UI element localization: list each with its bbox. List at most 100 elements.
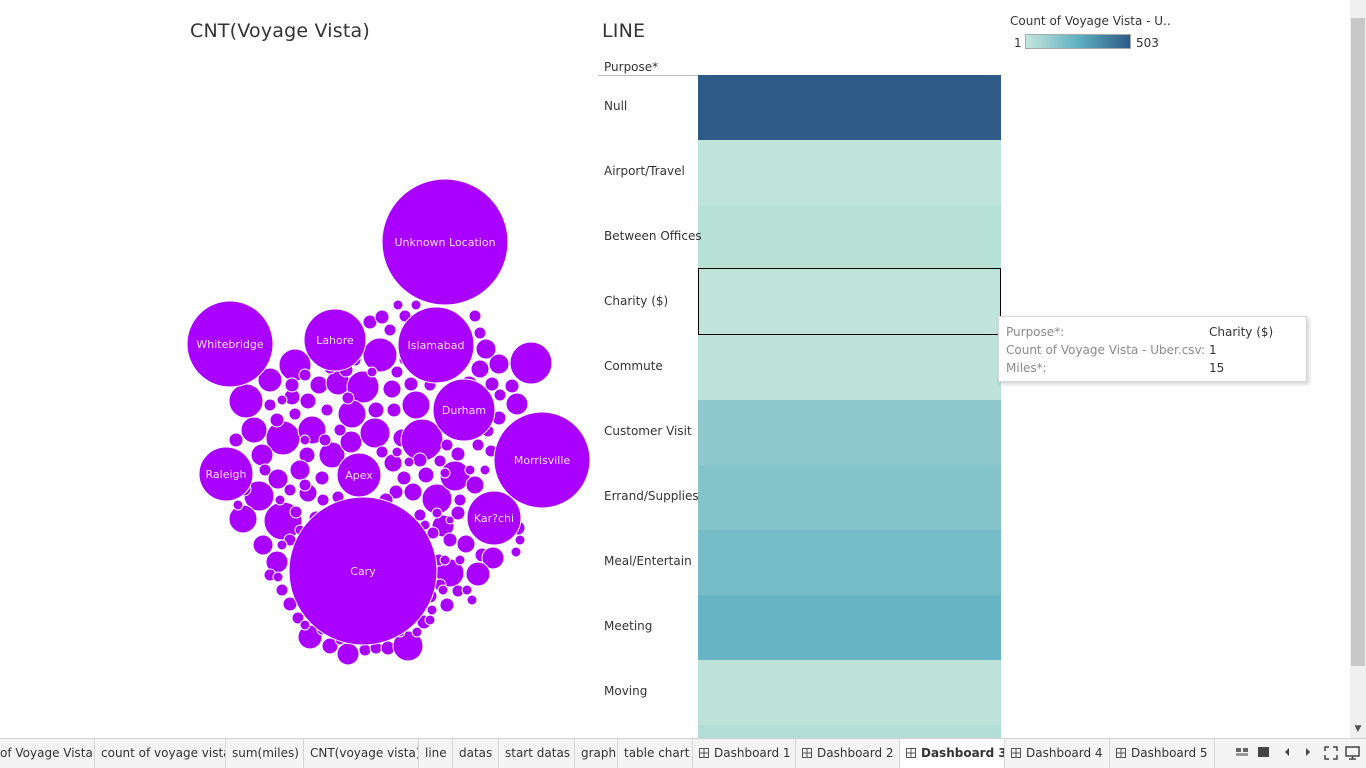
- heatmap-cell[interactable]: [698, 595, 1001, 660]
- bubble[interactable]: [439, 554, 451, 566]
- bubble[interactable]: [263, 398, 277, 412]
- bubble[interactable]: [488, 353, 510, 375]
- bubble[interactable]: [316, 493, 330, 507]
- bubble[interactable]: [367, 401, 385, 419]
- bubble[interactable]: [403, 456, 415, 468]
- bubble[interactable]: [339, 430, 363, 454]
- sheet-tab[interactable]: Dashboard 2: [796, 739, 900, 768]
- heatmap-row-label[interactable]: Customer Visit: [604, 423, 692, 438]
- sheet-tab[interactable]: of Voyage Vista: [0, 739, 95, 768]
- bubble[interactable]: [346, 370, 380, 404]
- bubble[interactable]: [289, 459, 311, 481]
- bubble[interactable]: [475, 338, 497, 360]
- bubble[interactable]: [392, 630, 424, 662]
- bubble[interactable]: [413, 508, 427, 522]
- bubble[interactable]: [473, 326, 487, 340]
- bubble[interactable]: [468, 309, 482, 323]
- bubble[interactable]: [461, 584, 473, 596]
- bubble[interactable]: [283, 483, 297, 497]
- purpose-column-header[interactable]: Purpose*: [604, 60, 659, 74]
- bubble[interactable]: [442, 532, 458, 548]
- fullscreen-icon[interactable]: [1324, 746, 1338, 763]
- sheet-tab[interactable]: datas: [453, 739, 499, 768]
- bubble[interactable]: [424, 614, 436, 626]
- bubble-unknown-location[interactable]: [381, 178, 509, 306]
- bubble[interactable]: [403, 482, 423, 502]
- bubble[interactable]: [437, 584, 449, 596]
- bubble[interactable]: [464, 464, 476, 476]
- bubble[interactable]: [450, 505, 466, 521]
- sheet-tab[interactable]: start datas: [499, 739, 575, 768]
- bubble[interactable]: [390, 365, 404, 379]
- bubble[interactable]: [392, 299, 404, 311]
- bubble[interactable]: [403, 376, 419, 392]
- bubble[interactable]: [341, 391, 355, 405]
- show-sheet-sorter-icon[interactable]: [1236, 746, 1249, 761]
- heatmap-cell[interactable]: [698, 335, 1001, 400]
- bubble[interactable]: [291, 611, 305, 625]
- show-filmstrip-icon[interactable]: [1258, 746, 1270, 761]
- bubble[interactable]: [505, 392, 529, 416]
- bubble[interactable]: [450, 446, 466, 462]
- bubble[interactable]: [456, 534, 476, 554]
- bubble[interactable]: [318, 433, 332, 447]
- heatmap-cell[interactable]: [698, 205, 1001, 270]
- heatmap-row-label[interactable]: Charity ($): [604, 293, 669, 308]
- bubble-durham[interactable]: [432, 378, 496, 442]
- bubble[interactable]: [374, 309, 390, 325]
- bubble[interactable]: [484, 376, 500, 392]
- sheet-tab[interactable]: table chart: [618, 739, 693, 768]
- bubble[interactable]: [375, 445, 389, 459]
- bubble[interactable]: [412, 452, 428, 468]
- bubble[interactable]: [232, 499, 244, 511]
- bubble[interactable]: [257, 367, 283, 393]
- heatmap-row-label[interactable]: Between Offices: [604, 228, 702, 243]
- color-legend-title[interactable]: Count of Voyage Vista - U..: [1010, 14, 1171, 28]
- bubble[interactable]: [276, 539, 288, 551]
- bubble[interactable]: [466, 594, 478, 606]
- bubble[interactable]: [417, 466, 435, 484]
- bubble[interactable]: [470, 359, 490, 379]
- heatmap-cell[interactable]: [698, 140, 1001, 205]
- bubble[interactable]: [471, 438, 485, 452]
- bubble[interactable]: [272, 571, 284, 583]
- heatmap-cell[interactable]: [698, 465, 1001, 530]
- bubble[interactable]: [362, 337, 398, 373]
- presentation-mode-icon[interactable]: [1345, 746, 1360, 763]
- sheet-tab[interactable]: line: [419, 739, 453, 768]
- heatmap-row-label[interactable]: Moving: [604, 683, 648, 698]
- bubble[interactable]: [284, 377, 300, 393]
- heatmap-row-label[interactable]: Commute: [604, 358, 663, 373]
- scrollbar-thumb[interactable]: [1351, 18, 1365, 666]
- bubble[interactable]: [336, 642, 360, 666]
- bubble-cary[interactable]: [288, 496, 438, 646]
- bubble[interactable]: [411, 626, 423, 638]
- bubble[interactable]: [514, 534, 526, 546]
- bubble-whitebridge[interactable]: [186, 300, 274, 388]
- bubble[interactable]: [320, 403, 334, 417]
- bubble[interactable]: [453, 493, 467, 507]
- bubble[interactable]: [228, 432, 244, 448]
- bubble[interactable]: [431, 507, 443, 519]
- bubble[interactable]: [298, 478, 312, 492]
- bubble[interactable]: [401, 390, 431, 420]
- sheet-tab[interactable]: sum(miles): [226, 739, 304, 768]
- bubble[interactable]: [298, 368, 312, 382]
- bubble[interactable]: [391, 446, 403, 458]
- bubble[interactable]: [465, 561, 491, 587]
- bubble-chart[interactable]: Unknown Location Whitebridge Lahore Islamab…: [170, 160, 600, 670]
- bubble-lahore[interactable]: [303, 308, 367, 372]
- bubble[interactable]: [479, 464, 491, 476]
- previous-sheet-icon[interactable]: [1283, 746, 1291, 761]
- bubble[interactable]: [289, 505, 303, 519]
- bubble-islamabad[interactable]: [397, 306, 475, 384]
- heatmap-cell[interactable]: [698, 530, 1001, 595]
- bubble[interactable]: [439, 467, 451, 479]
- bubble[interactable]: [440, 438, 454, 452]
- bubble[interactable]: [321, 637, 339, 655]
- bubble[interactable]: [276, 394, 288, 406]
- bubble[interactable]: [454, 554, 466, 566]
- bubble[interactable]: [358, 643, 372, 657]
- scroll-down-arrow-icon[interactable]: ▼: [1354, 724, 1362, 734]
- bubble[interactable]: [269, 412, 285, 428]
